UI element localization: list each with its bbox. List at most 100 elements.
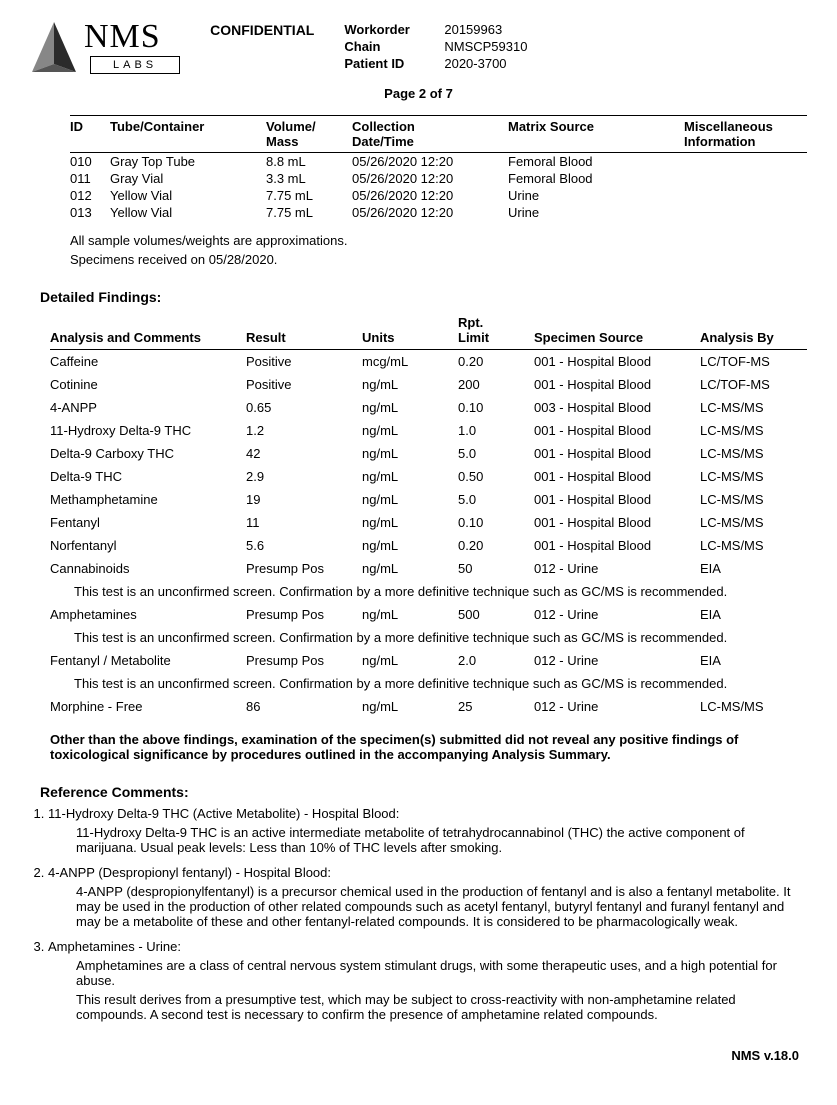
reference-list: 11-Hydroxy Delta-9 THC (Active Metabolit… bbox=[48, 806, 807, 1022]
cell-source: 012 - Urine bbox=[534, 695, 700, 718]
logo-text-block: NMS LABS bbox=[84, 20, 180, 74]
cell-analysis: Fentanyl / Metabolite bbox=[50, 649, 246, 672]
cell-src: Urine bbox=[508, 187, 684, 204]
reference-body: 11-Hydroxy Delta-9 THC is an active inte… bbox=[76, 825, 807, 855]
finding-row: CaffeinePositivemcg/mL0.20001 - Hospital… bbox=[50, 350, 807, 374]
reference-item: 11-Hydroxy Delta-9 THC (Active Metabolit… bbox=[48, 806, 807, 855]
cell-by: LC/TOF-MS bbox=[700, 373, 807, 396]
reference-body: Amphetamines are a class of central nerv… bbox=[76, 958, 807, 1022]
cell-by: LC-MS/MS bbox=[700, 442, 807, 465]
cell-source: 001 - Hospital Blood bbox=[534, 419, 700, 442]
cell-units: ng/mL bbox=[362, 511, 458, 534]
cell-result: 1.2 bbox=[246, 419, 362, 442]
col-id: ID bbox=[70, 116, 110, 153]
cell-source: 001 - Hospital Blood bbox=[534, 534, 700, 557]
col-src: Matrix Source bbox=[508, 116, 684, 153]
col-misc: Miscellaneous Information bbox=[684, 116, 807, 153]
cell-analysis: Caffeine bbox=[50, 350, 246, 374]
findings-table: Analysis and Comments Result Units Rpt. … bbox=[50, 311, 807, 718]
cell-id: 012 bbox=[70, 187, 110, 204]
cell-source: 001 - Hospital Blood bbox=[534, 373, 700, 396]
footer-version: NMS v.18.0 bbox=[30, 1048, 807, 1063]
finding-note: This test is an unconfirmed screen. Conf… bbox=[50, 672, 807, 695]
cell-units: ng/mL bbox=[362, 557, 458, 580]
cell-result: Presump Pos bbox=[246, 603, 362, 626]
cell-limit: 1.0 bbox=[458, 419, 534, 442]
cell-units: ng/mL bbox=[362, 695, 458, 718]
cell-id: 013 bbox=[70, 204, 110, 221]
finding-row: CannabinoidsPresump Posng/mL50012 - Urin… bbox=[50, 557, 807, 580]
fh-result: Result bbox=[246, 311, 362, 350]
cell-by: EIA bbox=[700, 557, 807, 580]
sample-notes: All sample volumes/weights are approxima… bbox=[70, 233, 807, 267]
cell-result: Presump Pos bbox=[246, 557, 362, 580]
finding-row: Norfentanyl5.6ng/mL0.20001 - Hospital Bl… bbox=[50, 534, 807, 557]
cell-units: ng/mL bbox=[362, 465, 458, 488]
reference-body: 4-ANPP (despropionylfentanyl) is a precu… bbox=[76, 884, 807, 929]
cell-source: 001 - Hospital Blood bbox=[534, 350, 700, 374]
cell-result: 5.6 bbox=[246, 534, 362, 557]
cell-vol: 3.3 mL bbox=[266, 170, 352, 187]
cell-dt: 05/26/2020 12:20 bbox=[352, 187, 508, 204]
cell-dt: 05/26/2020 12:20 bbox=[352, 170, 508, 187]
cell-limit: 5.0 bbox=[458, 488, 534, 511]
table-row: 013Yellow Vial7.75 mL05/26/2020 12:20Uri… bbox=[70, 204, 807, 221]
cell-analysis: Morphine - Free bbox=[50, 695, 246, 718]
samples-table: ID Tube/Container Volume/ Mass Collectio… bbox=[70, 115, 807, 221]
cell-analysis: 11-Hydroxy Delta-9 THC bbox=[50, 419, 246, 442]
cell-units: ng/mL bbox=[362, 534, 458, 557]
cell-limit: 0.10 bbox=[458, 396, 534, 419]
patient-value: 2020-3700 bbox=[444, 56, 584, 71]
page-number: Page 2 of 7 bbox=[30, 86, 807, 101]
cell-limit: 0.20 bbox=[458, 534, 534, 557]
reference-item: 4-ANPP (Despropionyl fentanyl) - Hospita… bbox=[48, 865, 807, 929]
cell-tube: Yellow Vial bbox=[110, 204, 266, 221]
cell-limit: 2.0 bbox=[458, 649, 534, 672]
cell-vol: 7.75 mL bbox=[266, 187, 352, 204]
fh-by: Analysis By bbox=[700, 311, 807, 350]
patient-label: Patient ID bbox=[344, 56, 444, 71]
table-row: 011Gray Vial3.3 mL05/26/2020 12:20Femora… bbox=[70, 170, 807, 187]
cell-units: ng/mL bbox=[362, 442, 458, 465]
col-vol: Volume/ Mass bbox=[266, 116, 352, 153]
reference-heading: 11-Hydroxy Delta-9 THC (Active Metabolit… bbox=[48, 806, 807, 821]
findings-title: Detailed Findings: bbox=[40, 289, 807, 305]
finding-note-row: This test is an unconfirmed screen. Conf… bbox=[50, 626, 807, 649]
chain-value: NMSCP59310 bbox=[444, 39, 584, 54]
cell-src: Urine bbox=[508, 204, 684, 221]
cell-by: LC-MS/MS bbox=[700, 396, 807, 419]
logo-name: NMS bbox=[84, 20, 180, 54]
cell-src: Femoral Blood bbox=[508, 153, 684, 171]
cell-analysis: Norfentanyl bbox=[50, 534, 246, 557]
cell-by: EIA bbox=[700, 649, 807, 672]
cell-by: LC/TOF-MS bbox=[700, 350, 807, 374]
finding-row: AmphetaminesPresump Posng/mL500012 - Uri… bbox=[50, 603, 807, 626]
reference-paragraph: 4-ANPP (despropionylfentanyl) is a precu… bbox=[76, 884, 807, 929]
cell-vol: 8.8 mL bbox=[266, 153, 352, 171]
cell-id: 011 bbox=[70, 170, 110, 187]
cell-limit: 5.0 bbox=[458, 442, 534, 465]
workorder-value: 20159963 bbox=[444, 22, 584, 37]
finding-row: Morphine - Free86ng/mL25012 - UrineLC-MS… bbox=[50, 695, 807, 718]
fh-units: Units bbox=[362, 311, 458, 350]
cell-analysis: Amphetamines bbox=[50, 603, 246, 626]
cell-limit: 0.50 bbox=[458, 465, 534, 488]
cell-by: LC-MS/MS bbox=[700, 465, 807, 488]
cell-limit: 0.10 bbox=[458, 511, 534, 534]
cell-result: 11 bbox=[246, 511, 362, 534]
logo-icon bbox=[30, 20, 78, 76]
cell-result: 0.65 bbox=[246, 396, 362, 419]
cell-limit: 500 bbox=[458, 603, 534, 626]
page-header: NMS LABS CONFIDENTIAL Workorder 20159963… bbox=[30, 20, 807, 76]
cell-analysis: Delta-9 Carboxy THC bbox=[50, 442, 246, 465]
reference-heading: Amphetamines - Urine: bbox=[48, 939, 807, 954]
cell-source: 012 - Urine bbox=[534, 557, 700, 580]
cell-units: ng/mL bbox=[362, 396, 458, 419]
cell-source: 001 - Hospital Blood bbox=[534, 442, 700, 465]
workorder-label: Workorder bbox=[344, 22, 444, 37]
cell-source: 001 - Hospital Blood bbox=[534, 488, 700, 511]
finding-note-row: This test is an unconfirmed screen. Conf… bbox=[50, 580, 807, 603]
cell-src: Femoral Blood bbox=[508, 170, 684, 187]
cell-analysis: Cotinine bbox=[50, 373, 246, 396]
finding-note: This test is an unconfirmed screen. Conf… bbox=[50, 626, 807, 649]
